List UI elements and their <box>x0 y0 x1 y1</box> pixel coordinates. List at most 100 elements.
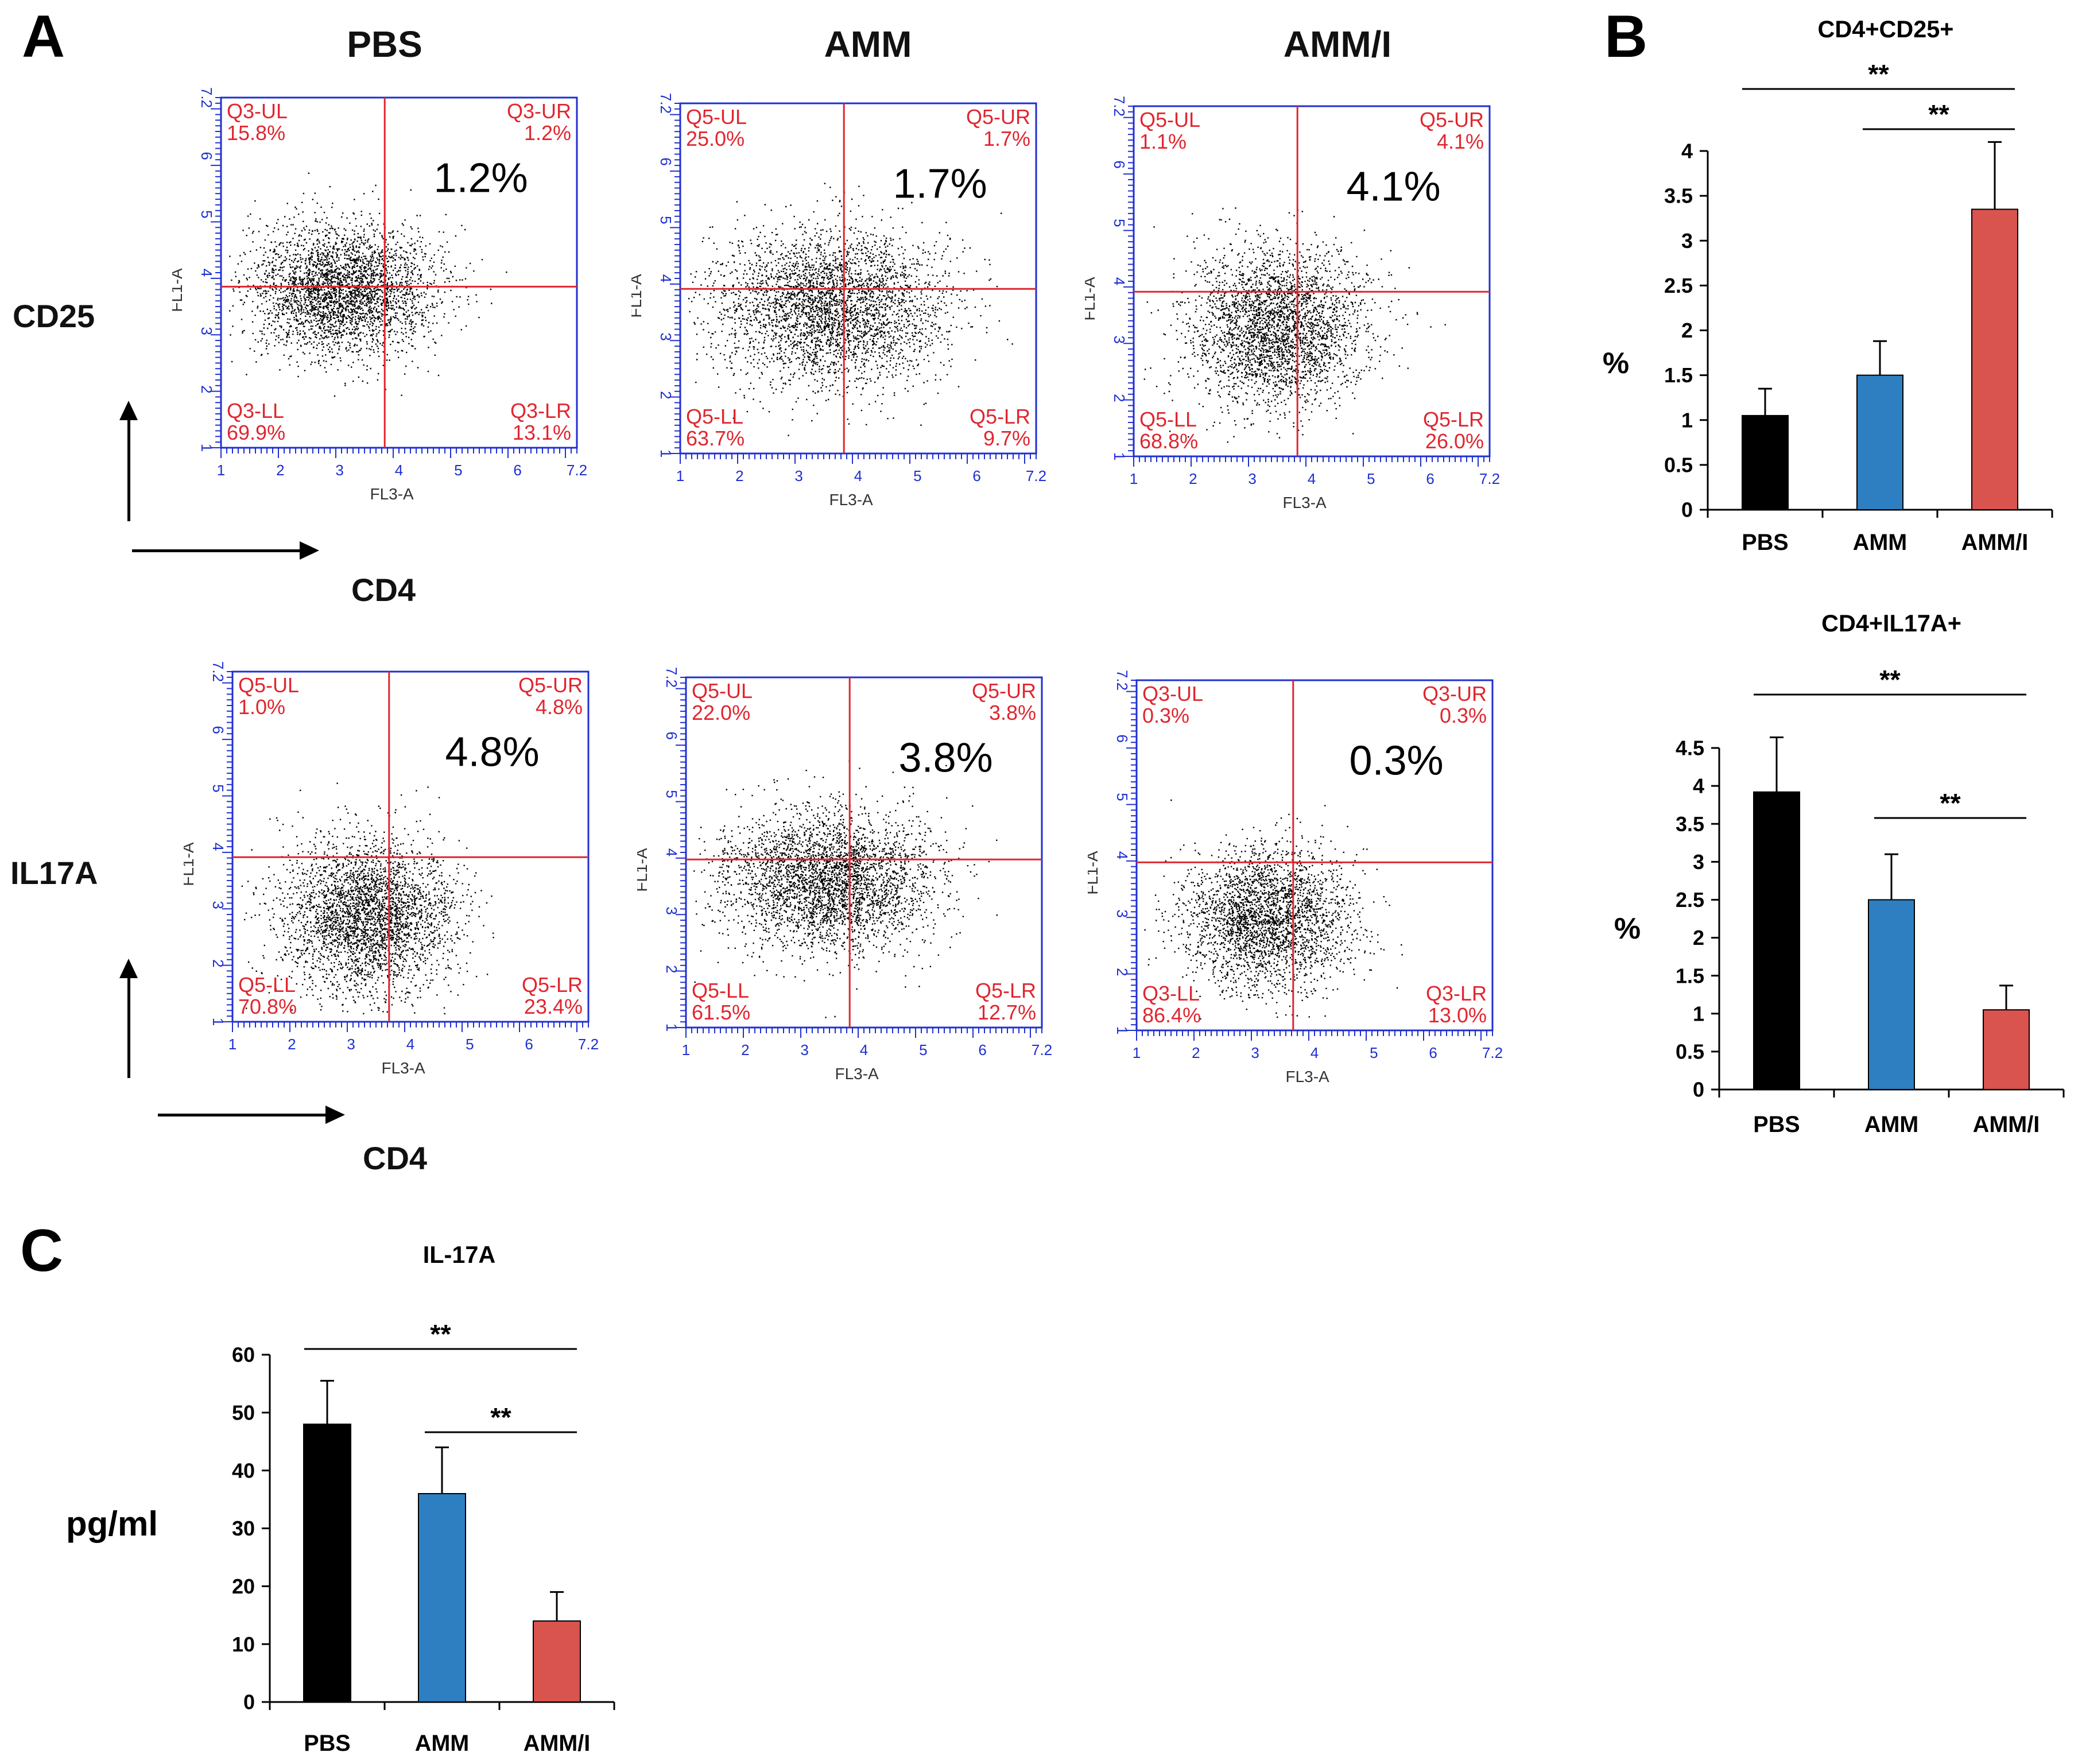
quadrant-name: Q5-UL <box>238 673 299 697</box>
y-tick-label: 0 <box>243 1691 255 1714</box>
y-axis-title: FL1-A <box>1088 851 1101 895</box>
significance-stars: ** <box>1928 99 1949 129</box>
flow-plot-ammi-il17a: 1122334455667.27.2FL3-AFL1-AQ3-UL0.3%Q3-… <box>1088 670 1503 1085</box>
bar-chart-cd4-cd25: CD4+CD25+ 0 0.5 1 1.5 2 2.5 3 3.5 4% PBS AMM AMM/I **… <box>1603 16 2053 555</box>
y-tick-label: 3.5 <box>1676 812 1704 836</box>
y-tick-label: 5 <box>210 784 227 792</box>
y-tick-label: 6 <box>198 152 215 160</box>
y-tick-label: 60 <box>232 1343 255 1367</box>
x-tick-label: 7.2 <box>1032 1041 1052 1059</box>
y-tick-label: 5 <box>1111 219 1128 227</box>
y-tick-label: 4 <box>663 848 680 856</box>
y-axis-title: FL1-A <box>184 842 197 886</box>
y-axis-label: % <box>1603 347 1629 380</box>
flow-plot-ammi-cd25: 1 1 2 2 3 3 4 4 5 5 6 6 7.2 7.2 FL3-A FL1-A Q5-UL1.1% Q5-… <box>1085 96 1500 511</box>
category-label: PBS <box>304 1731 350 1756</box>
x-tick-label: 4 <box>860 1041 868 1059</box>
y-tick-label: 5 <box>657 216 674 224</box>
y-tick-label: 7.2 <box>657 93 674 114</box>
upper-right-percent-highlight: 3.8% <box>899 735 993 781</box>
y-tick-label: 10 <box>232 1633 255 1656</box>
category-label: AMM/I <box>1973 1112 2040 1137</box>
quadrant-name: Q5-UL <box>692 679 753 703</box>
quadrant-name: Q5-UR <box>518 673 583 697</box>
x-tick-label: 3 <box>1248 470 1256 487</box>
axis-ticks <box>222 671 589 1032</box>
x-tick-label: 6 <box>1429 1044 1437 1061</box>
x-tick-label: 5 <box>1370 1044 1378 1061</box>
quadrant-percent: 61.5% <box>692 1001 750 1024</box>
quadrant-name: Q5-LR <box>975 979 1036 1002</box>
y-axis-title: FL1-A <box>637 848 650 892</box>
category-label: AMM/I <box>1961 530 2029 555</box>
chart-title: IL-17A <box>423 1242 496 1268</box>
y-tick-label: 2 <box>210 959 227 967</box>
y-tick-label: 1 <box>663 1023 680 1032</box>
axis-ticks <box>1123 106 1490 467</box>
quadrant-percent: 26.0% <box>1425 429 1484 453</box>
quadrant-percent: 13.1% <box>513 421 571 444</box>
axis-ticks <box>211 97 577 458</box>
x-tick-label: 7.2 <box>1479 470 1500 487</box>
x-tick-label: 5 <box>1367 470 1375 487</box>
bar-chart-il17a-elisa: IL-17A 0 10 20 30 40 50 60 pg/ml PBS AMM AMM/I ** ** <box>66 1242 615 1756</box>
quadrant-name: Q5-UR <box>972 679 1036 703</box>
y-tick-label: 4 <box>1111 277 1128 285</box>
x-tick-label: 7.2 <box>567 462 587 479</box>
y-axis-label: pg/ml <box>66 1505 158 1543</box>
panel-letter-b: B <box>1604 3 1648 70</box>
quadrant-name: Q5-UL <box>1139 108 1200 131</box>
y-tick-label: 1 <box>198 444 215 452</box>
bar-amm <box>1856 374 1903 510</box>
error-bar <box>1988 141 2002 210</box>
panel-letter-c: C <box>20 1218 64 1284</box>
x-tick-label: 3 <box>335 462 343 479</box>
quadrant-name: Q3-UL <box>1142 682 1203 705</box>
quadrant-percent: 63.7% <box>686 427 745 450</box>
y-tick-label: 6 <box>657 157 674 165</box>
y-tick-label: 2.5 <box>1664 274 1693 297</box>
quadrant-percent: 68.8% <box>1139 429 1198 453</box>
error-bar <box>1999 984 2013 1010</box>
y-tick-label: 4.5 <box>1676 736 1704 760</box>
bar-pbs <box>1753 791 1800 1090</box>
x-tick-label: 1 <box>682 1041 690 1059</box>
category-label: AMM <box>1864 1112 1919 1137</box>
x-tick-label: 3 <box>347 1036 355 1053</box>
x-tick-label: 2 <box>1189 470 1197 487</box>
x-tick-label: 1 <box>1133 1044 1141 1061</box>
y-tick-label: 4 <box>198 269 215 277</box>
y-tick-label: 3 <box>1114 909 1131 917</box>
quadrant-name: Q5-LL <box>1139 408 1197 431</box>
error-bar <box>1758 387 1772 416</box>
flow-plot-pbs-il17a: 1 1 2 2 3 3 4 4 5 5 6 6 7.2 7.2 FL3-A FL1-A Q5-UL1.0% Q5-… <box>184 661 599 1077</box>
quadrant-percent: 4.1% <box>1437 130 1484 153</box>
quadrant-percent: 13.0% <box>1428 1003 1487 1027</box>
axis-ticks <box>670 103 1037 464</box>
y-tick-label: 20 <box>232 1575 255 1598</box>
significance-stars: ** <box>1940 788 1961 818</box>
row-label-cd25: CD25 <box>13 298 95 334</box>
x-tick-label: 3 <box>794 467 802 484</box>
quadrant-name: Q5-LL <box>686 405 743 428</box>
x-tick-label: 6 <box>1426 470 1434 487</box>
axis-ticks <box>1126 680 1493 1041</box>
y-tick-label: 3 <box>1681 229 1693 253</box>
quadrant-percent: 25.0% <box>686 127 745 150</box>
error-bar <box>550 1591 564 1621</box>
plot-frame <box>220 96 578 449</box>
y-axis-arrow <box>119 401 138 521</box>
y-tick-label: 6 <box>210 726 227 734</box>
y-tick-label: 7.2 <box>663 667 680 688</box>
bar-amm <box>418 1493 466 1703</box>
y-axis-title: FL1-A <box>631 274 645 318</box>
x-axis-title: FL3-A <box>370 485 414 503</box>
y-tick-label: 4 <box>210 843 227 851</box>
event-dots <box>229 172 507 397</box>
error-bar <box>320 1379 334 1424</box>
upper-right-percent-highlight: 1.2% <box>434 156 528 201</box>
error-bar <box>1873 340 1887 375</box>
y-axis-title: FL1-A <box>1085 277 1098 321</box>
